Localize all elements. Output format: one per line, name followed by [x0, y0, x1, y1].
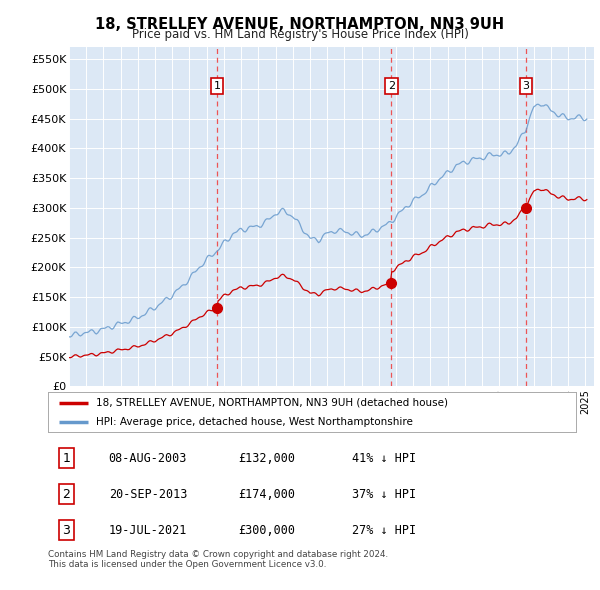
Text: 1: 1: [62, 452, 70, 465]
Text: £132,000: £132,000: [238, 452, 295, 465]
Text: Contains HM Land Registry data © Crown copyright and database right 2024.
This d: Contains HM Land Registry data © Crown c…: [48, 550, 388, 569]
Text: Price paid vs. HM Land Registry's House Price Index (HPI): Price paid vs. HM Land Registry's House …: [131, 28, 469, 41]
Text: 3: 3: [62, 524, 70, 537]
Text: 3: 3: [523, 81, 529, 91]
Text: 41% ↓ HPI: 41% ↓ HPI: [352, 452, 416, 465]
Text: 37% ↓ HPI: 37% ↓ HPI: [352, 488, 416, 501]
Text: £174,000: £174,000: [238, 488, 295, 501]
Text: 20-SEP-2013: 20-SEP-2013: [109, 488, 187, 501]
Text: 2: 2: [62, 488, 70, 501]
Text: £300,000: £300,000: [238, 524, 295, 537]
Text: HPI: Average price, detached house, West Northamptonshire: HPI: Average price, detached house, West…: [95, 417, 412, 427]
Text: 18, STRELLEY AVENUE, NORTHAMPTON, NN3 9UH (detached house): 18, STRELLEY AVENUE, NORTHAMPTON, NN3 9U…: [95, 398, 448, 408]
Text: 08-AUG-2003: 08-AUG-2003: [109, 452, 187, 465]
Text: 2: 2: [388, 81, 395, 91]
Text: 27% ↓ HPI: 27% ↓ HPI: [352, 524, 416, 537]
Text: 1: 1: [214, 81, 220, 91]
Text: 18, STRELLEY AVENUE, NORTHAMPTON, NN3 9UH: 18, STRELLEY AVENUE, NORTHAMPTON, NN3 9U…: [95, 17, 505, 31]
Text: 19-JUL-2021: 19-JUL-2021: [109, 524, 187, 537]
